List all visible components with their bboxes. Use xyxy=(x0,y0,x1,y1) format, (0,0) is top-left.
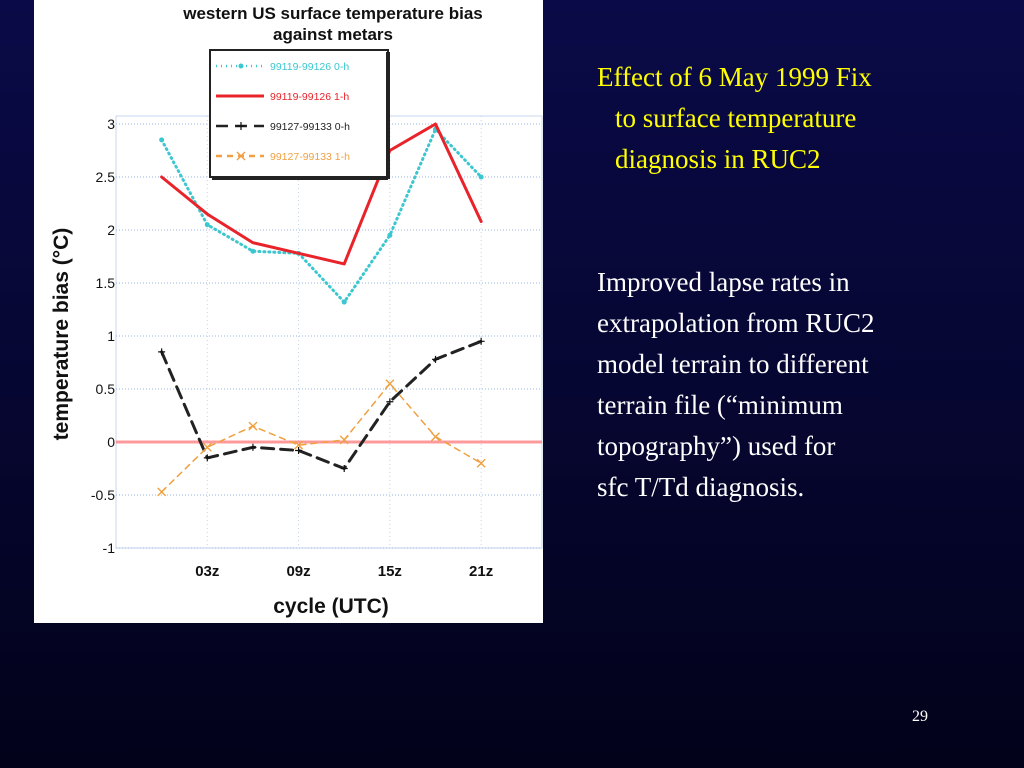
data-point xyxy=(250,248,256,254)
x-axis-title: cycle (UTC) xyxy=(273,595,389,618)
slide-body-line: sfc T/Td diagnosis. xyxy=(597,472,805,502)
legend-marker xyxy=(237,122,245,130)
data-point xyxy=(476,458,486,468)
x-tick-label: 03z xyxy=(195,563,219,580)
slide-body-line: terrain file (“minimum xyxy=(597,390,843,420)
data-point xyxy=(340,465,348,472)
data-point xyxy=(385,379,395,389)
data-point xyxy=(432,355,439,363)
chart-title-line: western US surface temperature bias xyxy=(182,4,483,23)
slide-body-line: extrapolation from RUC2 xyxy=(597,308,875,338)
data-point xyxy=(339,435,349,445)
legend-label: 99127-99133 1-h xyxy=(270,151,350,163)
series-line xyxy=(160,122,483,266)
slide-title: Effect of 6 May 1999 Fix to surface temp… xyxy=(597,57,997,180)
data-point xyxy=(386,398,394,406)
data-point xyxy=(478,174,484,180)
y-tick-label: 0.5 xyxy=(96,381,116,397)
y-tick-label: 2 xyxy=(107,222,115,238)
legend-marker xyxy=(238,63,244,69)
y-tick-label: 1 xyxy=(107,328,115,344)
data-point xyxy=(294,440,304,450)
data-point xyxy=(157,487,167,497)
data-point xyxy=(158,348,166,356)
temperature-bias-chart: -1 -0.5 0 0.5 1 1.5 2 2.5 3 03z 09z 15z 21z cycle (UT… xyxy=(50,4,543,618)
x-tick-label: 15z xyxy=(378,563,402,580)
series-line xyxy=(160,127,483,304)
y-tick-label: -1 xyxy=(103,540,116,556)
y-tick-label: -0.5 xyxy=(91,487,115,503)
data-point xyxy=(203,454,211,462)
y-axis-title: temperature bias (°C) xyxy=(50,228,73,441)
legend-label: 99127-99133 0-h xyxy=(270,121,350,133)
data-point xyxy=(159,137,165,143)
x-tick-label: 21z xyxy=(469,563,493,580)
data-point xyxy=(249,443,257,451)
slide-title-line: Effect of 6 May 1999 Fix xyxy=(597,62,872,92)
chart-legend: 99119-99126 0-h 99119-99126 1-h 99127-9913… xyxy=(209,49,390,180)
y-tick-label: 2.5 xyxy=(96,169,116,185)
plot-frame xyxy=(115,115,543,549)
chart-panel: -1 -0.5 0 0.5 1 1.5 2 2.5 3 03z 09z 15z 21z cycle (UT… xyxy=(34,0,543,623)
slide-body-text: Improved lapse rates in extrapolation fr… xyxy=(597,262,997,508)
y-tick-label: 1.5 xyxy=(96,275,116,291)
slide-body-line: Improved lapse rates in xyxy=(597,267,850,297)
data-point xyxy=(387,232,393,238)
data-point xyxy=(248,421,258,431)
legend-marker xyxy=(236,151,246,161)
data-point xyxy=(295,446,303,454)
chart-title-line: against metars xyxy=(273,25,393,44)
data-point xyxy=(204,222,210,228)
data-point xyxy=(202,442,212,452)
y-tick-label: 0 xyxy=(107,434,115,450)
series-line xyxy=(160,339,483,470)
x-tick-label: 09z xyxy=(286,563,310,580)
slide-title-line: to surface temperature xyxy=(615,103,857,133)
data-point xyxy=(477,337,485,345)
slide-body-line: model terrain to different xyxy=(597,349,869,379)
slide-title-line: diagnosis in RUC2 xyxy=(615,144,821,174)
data-point xyxy=(341,299,347,305)
slide-body-line: topography”) used for xyxy=(597,431,836,461)
legend-label: 99119-99126 0-h xyxy=(270,61,349,73)
y-tick-label: 3 xyxy=(107,116,115,132)
data-point xyxy=(431,432,440,442)
series-line xyxy=(160,382,482,493)
slide-number: 29 xyxy=(912,708,928,725)
legend-label: 99119-99126 1-h xyxy=(270,91,349,103)
